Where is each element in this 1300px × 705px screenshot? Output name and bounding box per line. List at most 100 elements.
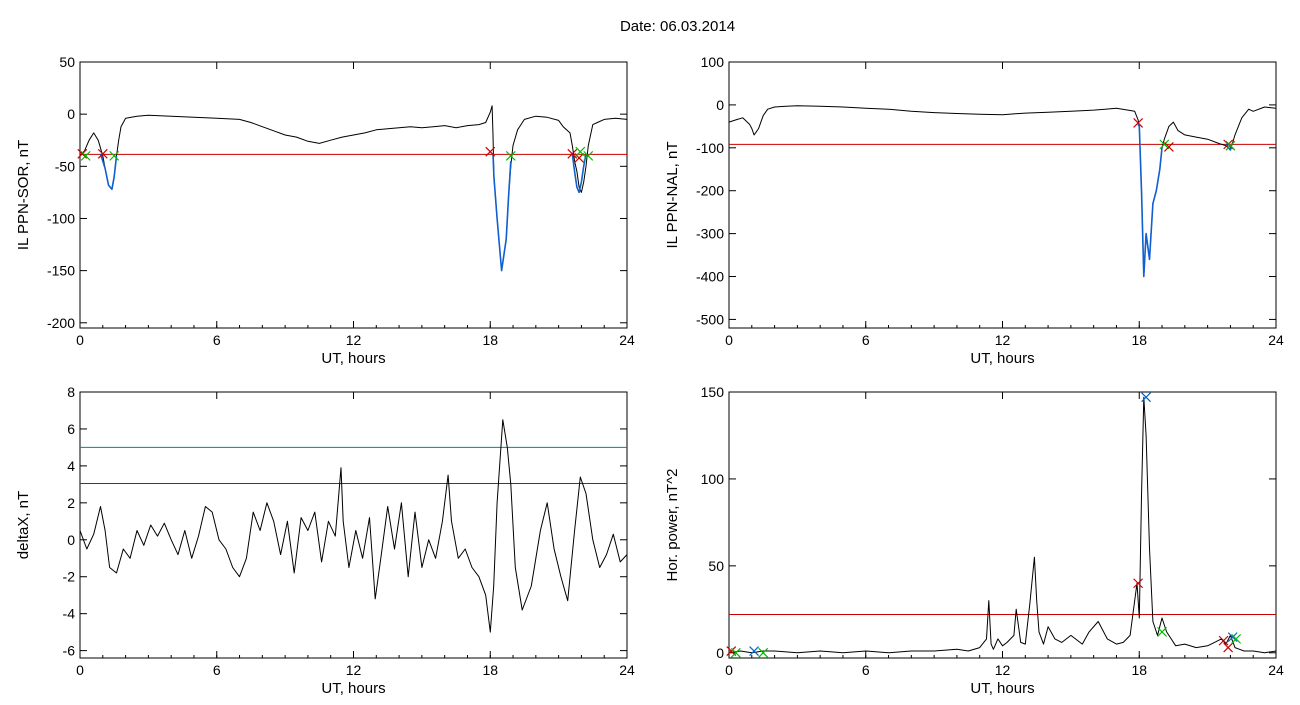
cross-marker — [485, 146, 496, 157]
y-tick-label: 0 — [67, 106, 75, 122]
series-line — [492, 153, 512, 272]
y-tick-label: 0 — [716, 97, 724, 113]
cross-marker — [758, 647, 769, 658]
y-axis-label: deltaX, nT — [15, 491, 32, 559]
y-tick-label: -400 — [696, 269, 724, 285]
chart-br: 0 6 12 18 24 0 50 100 150 UT, hours Hor. power, nT… — [664, 384, 1284, 697]
x-tick-label: 6 — [862, 662, 870, 678]
y-tick-label: 6 — [67, 421, 75, 437]
cross-marker — [1163, 142, 1174, 152]
series-line — [79, 105, 628, 272]
chart-tr: 0 6 12 18 24 -500 -400 -300 -200 -100 0 100 UT, hour… — [664, 54, 1284, 367]
x-tick-label: 0 — [76, 662, 84, 678]
y-tick-label: -200 — [47, 315, 75, 331]
x-tick-label: 12 — [346, 332, 362, 348]
y-tick-label: 150 — [701, 384, 725, 400]
plot-frame — [79, 61, 628, 329]
cross-marker — [505, 150, 516, 161]
x-tick-label: 24 — [619, 332, 635, 348]
x-tick-label: 18 — [1131, 662, 1147, 678]
cross-marker — [97, 148, 108, 159]
chart-tl: 0 6 12 18 24 -200 -150 -100 -50 0 50 UT, hours IL PP… — [15, 54, 635, 367]
x-tick-label: 24 — [1268, 662, 1284, 678]
cross-marker-stroke — [1159, 139, 1170, 150]
cross-marker-stroke — [567, 148, 578, 159]
x-tick-label: 24 — [619, 662, 635, 678]
cross-marker — [80, 150, 91, 161]
cross-marker — [1218, 635, 1229, 646]
cross-marker-stroke — [574, 153, 585, 163]
cross-marker-stroke — [758, 647, 769, 658]
y-tick-label: -500 — [696, 311, 724, 327]
x-tick-label: 18 — [1131, 332, 1147, 348]
x-axis-label: UT, hours — [970, 680, 1034, 697]
x-tick-label: 18 — [482, 662, 498, 678]
cross-marker-stroke — [485, 146, 496, 157]
x-tick-label: 0 — [725, 662, 733, 678]
series-line — [571, 153, 587, 194]
cross-marker — [730, 647, 741, 658]
y-tick-label: -100 — [47, 210, 75, 226]
y-tick-label: -150 — [47, 263, 75, 279]
y-tick-label: -300 — [696, 226, 724, 242]
cross-marker-stroke — [1218, 635, 1229, 646]
x-tick-label: 0 — [725, 332, 733, 348]
plot-frame — [728, 391, 1277, 659]
plot-frame — [728, 61, 1277, 329]
cross-marker-stroke — [726, 646, 737, 656]
y-tick-label: -100 — [696, 140, 724, 156]
x-axis-label: UT, hours — [321, 350, 385, 367]
x-tick-label: 24 — [1268, 332, 1284, 348]
cross-marker-stroke — [97, 148, 108, 159]
y-tick-label: -4 — [63, 606, 76, 622]
y-tick-label: 50 — [59, 54, 75, 70]
series-line — [728, 396, 1277, 654]
cross-marker-stroke — [80, 150, 91, 161]
x-axis-label: UT, hours — [970, 350, 1034, 367]
cross-marker-stroke — [1223, 642, 1234, 653]
cross-marker — [1223, 139, 1234, 150]
cross-marker-stroke — [1133, 578, 1144, 589]
y-tick-label: -50 — [55, 158, 75, 174]
x-tick-label: 12 — [346, 662, 362, 678]
cross-marker-stroke — [1227, 632, 1238, 643]
cross-marker — [583, 150, 594, 161]
cross-marker-stroke — [1133, 117, 1144, 128]
cross-marker-stroke — [77, 148, 88, 159]
cross-marker — [1157, 626, 1167, 637]
x-tick-label: 12 — [995, 332, 1011, 348]
cross-marker — [574, 153, 585, 163]
cross-marker — [1231, 633, 1242, 644]
cross-marker-stroke — [505, 150, 516, 161]
y-tick-label: 0 — [716, 645, 724, 661]
y-tick-label: 8 — [67, 384, 75, 400]
y-tick-label: 100 — [701, 54, 725, 70]
y-axis-label: IL PPN-NAL, nT — [664, 142, 681, 249]
y-tick-label: 4 — [67, 458, 75, 474]
cross-marker-stroke — [1223, 139, 1234, 150]
figure-title: Date: 06.03.2014 — [619, 18, 736, 35]
series-line — [728, 105, 1277, 277]
y-axis-label: Hor. power, nT^2 — [664, 469, 681, 582]
x-axis-label: UT, hours — [321, 680, 385, 697]
cross-marker-stroke — [1163, 142, 1174, 152]
cross-marker — [1133, 578, 1144, 589]
x-tick-label: 0 — [76, 332, 84, 348]
cross-marker — [1141, 392, 1152, 403]
cross-marker-stroke — [109, 150, 120, 161]
y-tick-label: -2 — [63, 569, 76, 585]
cross-marker-stroke — [1141, 392, 1152, 403]
y-tick-label: -200 — [696, 183, 724, 199]
cross-marker — [1225, 140, 1236, 151]
cross-marker — [109, 150, 120, 161]
y-tick-label: 100 — [701, 471, 725, 487]
cross-marker-stroke — [749, 646, 759, 656]
cross-marker-stroke — [583, 150, 594, 161]
x-tick-label: 6 — [213, 662, 221, 678]
cross-marker-stroke — [1157, 626, 1167, 637]
y-tick-label: 50 — [708, 558, 724, 574]
x-tick-label: 18 — [482, 332, 498, 348]
